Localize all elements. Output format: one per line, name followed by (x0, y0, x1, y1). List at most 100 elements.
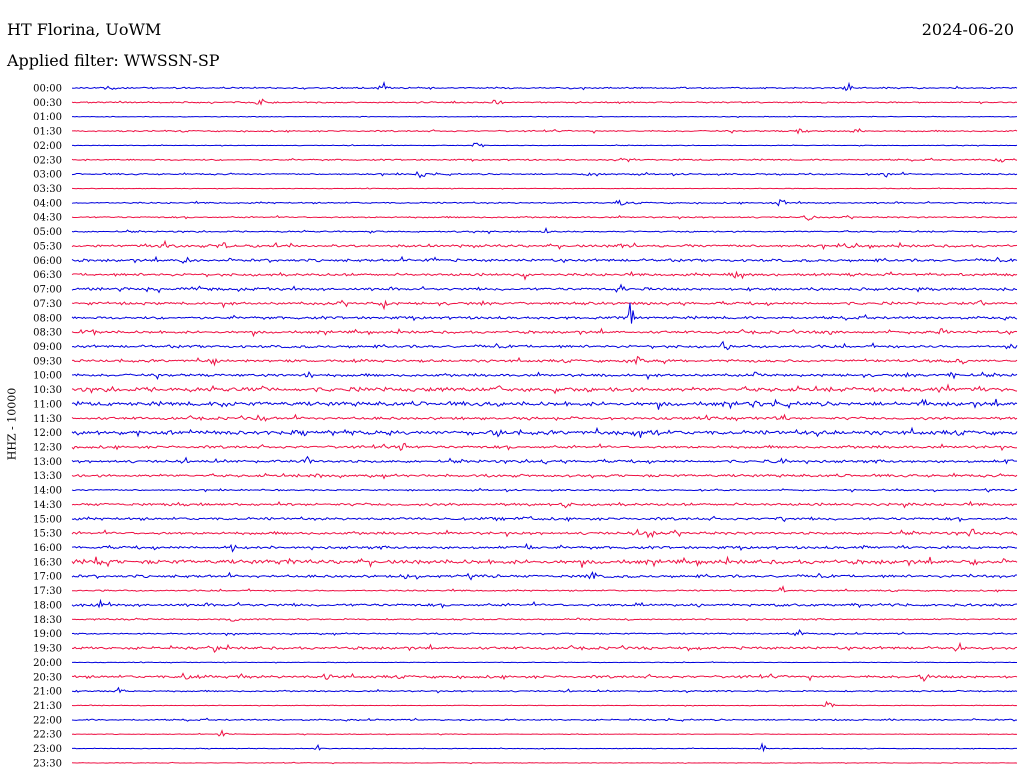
time-tick-label: 14:30 (33, 500, 62, 511)
trace-line-0400 (71, 198, 1018, 207)
trace-line-1000 (71, 370, 1018, 381)
trace-line-1830 (71, 617, 1018, 622)
trace-line-0500 (71, 226, 1018, 235)
time-tick-label: 02:00 (33, 141, 62, 152)
time-tick-label: 09:00 (33, 342, 62, 353)
time-tick-label: 03:00 (33, 170, 62, 181)
time-tick-label: 08:30 (33, 328, 62, 339)
trace-line-2300 (71, 742, 1018, 753)
trace-line-1900 (71, 628, 1018, 637)
time-tick-label: 21:00 (33, 687, 62, 698)
time-tick-label: 15:30 (33, 529, 62, 540)
trace-line-1300 (71, 455, 1018, 465)
time-tick-label: 12:00 (33, 428, 62, 439)
time-tick-label: 01:00 (33, 112, 62, 123)
trace-line-1330 (71, 472, 1018, 480)
time-tick-label: 02:30 (33, 155, 62, 166)
trace-line-0900 (71, 340, 1018, 351)
time-tick-label: 03:30 (33, 184, 62, 195)
record-date: 2024-06-20 (921, 20, 1014, 39)
time-tick-label: 23:30 (33, 758, 62, 769)
trace-line-0300 (71, 171, 1018, 179)
time-tick-label: 15:00 (33, 514, 62, 525)
trace-line-1730 (71, 585, 1018, 593)
trace-line-2200 (71, 717, 1018, 722)
time-tick-label: 20:30 (33, 672, 62, 683)
filter-label: Applied filter: WWSSN-SP (7, 51, 220, 70)
time-tick-label: 05:30 (33, 241, 62, 252)
trace-line-0330 (71, 187, 1018, 190)
time-tick-label: 07:30 (33, 299, 62, 310)
time-tick-label: 16:30 (33, 557, 62, 568)
time-tick-label: 04:00 (33, 198, 62, 209)
time-tick-label: 06:00 (33, 256, 62, 267)
trace-line-1130 (71, 413, 1018, 422)
time-tick-label: 11:00 (33, 399, 62, 410)
trace-line-2230 (71, 729, 1018, 737)
trace-line-0730 (71, 299, 1018, 311)
time-tick-label: 13:00 (33, 457, 62, 468)
station-title: HT Florina, UoWM (7, 20, 162, 39)
trace-line-0530 (71, 239, 1018, 251)
trace-line-1530 (71, 528, 1018, 539)
trace-line-0800 (71, 302, 1018, 324)
trace-line-0630 (71, 270, 1018, 281)
trace-line-0030 (71, 98, 1018, 106)
time-tick-label: 14:00 (33, 486, 62, 497)
time-tick-label: 19:30 (33, 644, 62, 655)
time-tick-label: 16:00 (33, 543, 62, 554)
time-tick-label: 19:00 (33, 629, 62, 640)
time-tick-label: 13:30 (33, 471, 62, 482)
trace-line-1800 (71, 598, 1018, 609)
trace-line-1100 (71, 398, 1018, 410)
trace-line-1930 (71, 641, 1018, 653)
time-tick-label: 00:30 (33, 98, 62, 109)
time-tick-label: 23:00 (33, 744, 62, 755)
trace-line-0600 (71, 255, 1018, 264)
trace-line-2100 (71, 686, 1018, 694)
trace-line-1030 (71, 383, 1018, 395)
time-tick-label: 06:30 (33, 270, 62, 281)
time-tick-label: 11:30 (33, 414, 62, 425)
trace-line-0700 (71, 283, 1018, 294)
time-tick-label: 21:30 (33, 701, 62, 712)
time-tick-label: 17:00 (33, 572, 62, 583)
trace-line-0200 (72, 142, 1018, 148)
trace-line-0130 (71, 128, 1018, 135)
time-tick-label: 22:30 (33, 730, 62, 741)
trace-line-0000 (71, 81, 1018, 92)
trace-line-1200 (71, 426, 1018, 438)
trace-line-1700 (71, 570, 1018, 581)
trace-line-0230 (71, 157, 1018, 163)
trace-line-1400 (71, 487, 1018, 493)
time-tick-label: 10:00 (33, 371, 62, 382)
time-tick-label: 22:00 (33, 715, 62, 726)
time-tick-label: 05:00 (33, 227, 62, 238)
time-tick-label: 01:30 (33, 127, 62, 138)
time-tick-label: 12:30 (33, 443, 62, 454)
trace-line-0430 (71, 214, 1018, 221)
time-tick-label: 04:30 (33, 213, 62, 224)
trace-line-2030 (71, 672, 1018, 683)
time-tick-label: 10:30 (33, 385, 62, 396)
time-tick-label: 18:00 (33, 600, 62, 611)
trace-line-1630 (71, 555, 1018, 568)
time-tick-label: 08:00 (33, 313, 62, 324)
time-tick-label: 18:30 (33, 615, 62, 626)
trace-line-1430 (71, 500, 1018, 509)
trace-line-2000 (71, 661, 1018, 664)
trace-line-1600 (71, 542, 1018, 553)
time-tick-label: 09:30 (33, 356, 62, 367)
time-tick-label: 20:00 (33, 658, 62, 669)
trace-line-0930 (71, 355, 1018, 367)
trace-line-2330 (71, 761, 1018, 765)
time-tick-label: 00:00 (33, 84, 62, 95)
trace-line-0830 (71, 327, 1018, 338)
trace-line-1500 (71, 515, 1018, 523)
trace-line-1230 (71, 442, 1018, 452)
trace-line-0100 (71, 115, 1018, 119)
time-tick-label: 07:00 (33, 285, 62, 296)
time-tick-label: 17:30 (33, 586, 62, 597)
trace-line-2130 (71, 700, 1018, 708)
